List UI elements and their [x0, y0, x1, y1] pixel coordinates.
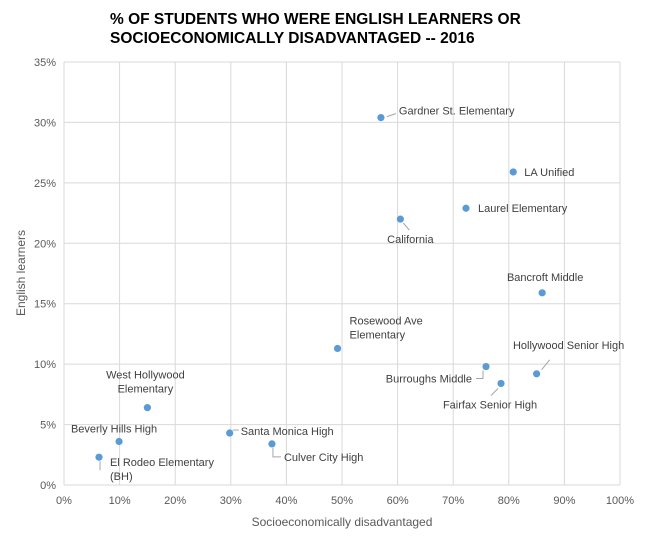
- leader-line: [403, 222, 410, 231]
- data-label: Beverly Hills High: [71, 423, 157, 435]
- data-label: Burroughs Middle: [386, 374, 472, 386]
- leader-line: [490, 388, 499, 396]
- x-tick-label: 40%: [275, 495, 297, 507]
- leader-line: [476, 370, 484, 380]
- leader-lines: [99, 113, 550, 471]
- data-label: LA Unified: [524, 167, 574, 179]
- data-label: Culver City High: [284, 452, 363, 464]
- data-label: Gardner St. Elementary: [399, 106, 515, 118]
- data-point: [482, 362, 490, 371]
- y-tick-label: 0%: [40, 480, 56, 492]
- data-point: [226, 429, 234, 437]
- y-tick-label: 25%: [34, 178, 56, 190]
- x-tick-label: 100%: [606, 495, 634, 507]
- x-tick-label: 80%: [498, 495, 520, 507]
- data-point: [268, 440, 276, 448]
- data-label: Rosewood Ave: [350, 315, 423, 327]
- y-tick-label: 15%: [34, 299, 56, 311]
- chart-title-line-1: % OF STUDENTS WHO WERE ENGLISH LEARNERS …: [110, 11, 521, 28]
- data-label: (BH): [110, 471, 133, 483]
- data-point: [115, 437, 123, 446]
- data-label: Laurel Elementary: [478, 203, 568, 215]
- data-label: Bancroft Middle: [507, 272, 583, 284]
- data-point: [533, 370, 541, 378]
- chart-title: % OF STUDENTS WHO WERE ENGLISH LEARNERS …: [110, 10, 521, 48]
- x-tick-label: 10%: [109, 495, 131, 507]
- x-tick-label: 0%: [56, 495, 72, 507]
- x-tick-label: 60%: [387, 495, 409, 507]
- data-label: West Hollywood: [106, 370, 185, 382]
- x-tick-label: 90%: [553, 495, 575, 507]
- data-point: [396, 215, 404, 223]
- data-label: Santa Monica High: [241, 426, 334, 438]
- x-tick-label: 70%: [442, 495, 464, 507]
- y-tick-label: 5%: [40, 420, 56, 432]
- data-label: Hollywood Senior High: [513, 340, 624, 352]
- leader-line: [386, 113, 397, 118]
- tick-labels: 0% 5% 10% 15% 20% 25% 30% 35% 0% 10% 20% 30% 40% 50% 6…: [34, 57, 634, 507]
- leader-line: [272, 447, 281, 458]
- x-tick-label: 20%: [164, 495, 186, 507]
- y-tick-label: 20%: [34, 238, 56, 250]
- data-point: [95, 453, 103, 461]
- data-points: [95, 113, 546, 461]
- data-label: El Rodeo Elementary: [110, 457, 214, 469]
- y-tick-label: 30%: [34, 117, 56, 129]
- data-point: [333, 344, 342, 353]
- gridlines: [63, 61, 621, 486]
- data-label: Fairfax Senior High: [443, 399, 537, 411]
- x-tick-label: 30%: [220, 495, 242, 507]
- data-point: [497, 379, 505, 388]
- data-point: [143, 404, 151, 412]
- data-label: Elementary: [118, 384, 174, 396]
- data-labels: Gardner St. Elementary LA Unified Laurel E…: [71, 106, 624, 484]
- y-tick-label: 10%: [34, 359, 56, 371]
- data-label: Elementary: [350, 329, 406, 341]
- data-point: [462, 204, 470, 212]
- leader-line: [541, 359, 550, 371]
- chart-title-line-2: SOCIOECONOMICALLY DISADVANTAGED -- 2016: [110, 30, 475, 47]
- data-label: California: [387, 234, 434, 246]
- data-point: [509, 168, 517, 176]
- y-tick-label: 35%: [34, 57, 56, 69]
- data-point: [377, 113, 385, 122]
- y-axis-label: English learners: [14, 230, 28, 316]
- x-tick-label: 50%: [331, 495, 353, 507]
- data-point: [538, 289, 546, 297]
- x-axis-label: Socioeconomically disadvantaged: [252, 515, 433, 529]
